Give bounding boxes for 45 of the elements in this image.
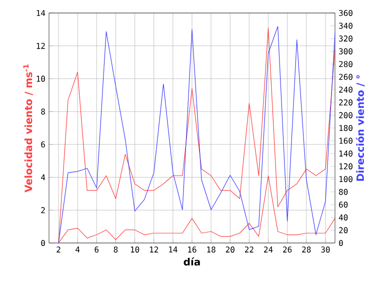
y2-tick-label: 20 <box>339 227 348 234</box>
y2-tick-label: 340 <box>339 22 352 29</box>
y-tick-label: 0 <box>41 240 45 246</box>
x-tick-label: 22 <box>244 246 254 252</box>
y2-tick-label: 0 <box>339 240 343 246</box>
x-axis-title: día <box>184 257 200 266</box>
y2-tick-label: 360 <box>339 10 352 16</box>
y2-tick-label: 320 <box>339 36 352 42</box>
x-tick-label: 26 <box>283 246 292 253</box>
y2-tick-label: 60 <box>339 202 348 208</box>
y2-tick-label: 120 <box>339 163 352 170</box>
x-tick-label: 12 <box>150 246 158 252</box>
x-tick-label: 4 <box>76 246 80 252</box>
x-tick-label: 8 <box>114 246 118 253</box>
y2-tick-label: 40 <box>338 214 348 220</box>
y2-tick-label: 240 <box>339 86 352 93</box>
x-tick-label: 20 <box>226 246 234 253</box>
x-tick-label: 10 <box>130 246 140 253</box>
y-tick-label: 12 <box>36 42 45 49</box>
y-tick-label: 6 <box>41 141 45 148</box>
y2-tick-label: 300 <box>339 48 352 54</box>
y2-tick-label: 280 <box>339 61 352 68</box>
y2-tick-label: 80 <box>339 188 348 195</box>
y-tick-label: 2 <box>41 207 45 214</box>
y-tick-label: 8 <box>41 108 45 115</box>
y2-axis-title: Dirección viento / ° <box>356 75 365 181</box>
x-tick-label: 16 <box>188 246 196 253</box>
y2-tick-label: 140 <box>339 150 352 157</box>
x-tick-label: 6 <box>94 246 99 253</box>
x-tick-label: 2 <box>56 246 60 252</box>
x-tick-label: 28 <box>302 246 311 253</box>
y2-tick-label: 200 <box>339 112 352 118</box>
y-tick-label: 4 <box>41 174 46 180</box>
x-tick-label: 30 <box>321 246 330 253</box>
y2-tick-label: 180 <box>339 124 352 132</box>
x-tick-label: 18 <box>207 246 216 253</box>
y2-tick-label: 220 <box>339 99 352 106</box>
y2-tick-label: 100 <box>339 176 352 182</box>
y-tick-label: 14 <box>36 10 46 16</box>
x-tick-label: 14 <box>169 246 178 252</box>
y2-tick-label: 160 <box>339 138 352 144</box>
y2-tick-label: 260 <box>339 74 352 80</box>
y-axis-title: Velocidad viento / ms$^{-1}$ <box>23 64 33 192</box>
x-tick-label: 24 <box>264 246 273 252</box>
y-tick-label: 10 <box>36 76 45 82</box>
